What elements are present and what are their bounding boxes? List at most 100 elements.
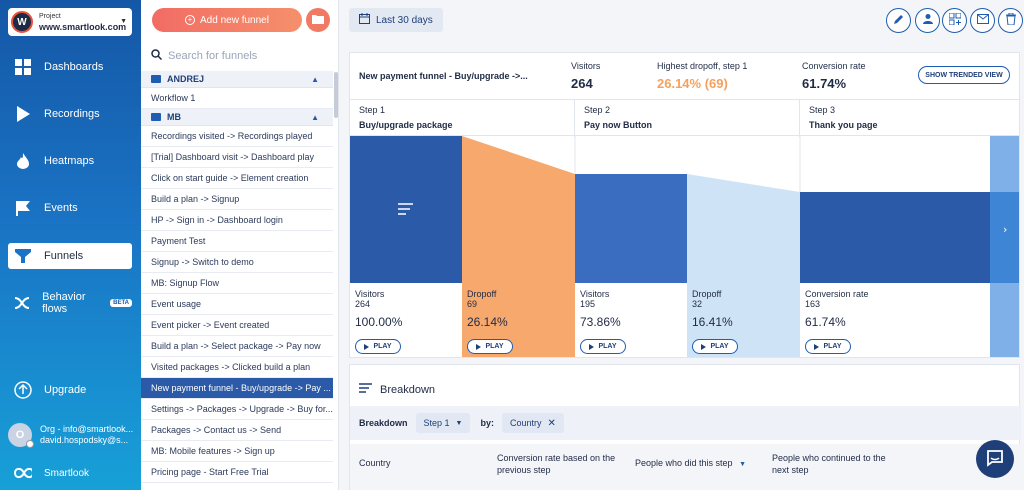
funnel-list-item[interactable]: Workflow 1 (141, 88, 333, 109)
visitors-stat: Visitors 264 (571, 61, 600, 91)
steps-header: Step 1 Buy/upgrade package Step 2 Pay no… (350, 99, 1019, 137)
metric-percent: 61.74% (805, 315, 846, 329)
step-select[interactable]: Step 1 ▼ (415, 413, 471, 433)
avatar: O (8, 423, 34, 448)
metric-block: Conversion rate 163 61.74% PLAY (800, 283, 990, 357)
close-icon[interactable]: ✕ (547, 417, 556, 429)
funnel-list-item[interactable]: Click on start guide -> Element creation (141, 168, 333, 189)
folder-andrej[interactable]: ANDREJ ▲ (141, 71, 333, 88)
flame-icon (14, 152, 32, 170)
funnel-list-item[interactable]: MB: Mobile features -> Sign up (141, 441, 333, 462)
funnel-list-item[interactable]: Event usage (141, 294, 333, 315)
add-funnel-label: Add new funnel (200, 14, 269, 26)
play-icon (701, 343, 707, 350)
step-3-conversion-bar (800, 192, 990, 283)
metric-label: Dropoff (467, 289, 497, 299)
metric-label: Conversion rate (805, 289, 869, 299)
nav-item-label: Recordings (44, 108, 100, 120)
grid-icon (14, 58, 32, 76)
org-name: Org - info@smartlook... (40, 424, 134, 434)
metric-count: 264 (355, 299, 371, 309)
chat-button[interactable] (976, 440, 1014, 478)
step-2-header: Step 2 Pay now Button (575, 100, 800, 137)
play-icon (364, 343, 370, 350)
funnel-list-item[interactable]: Recordings visited -> Recordings played (141, 126, 333, 147)
account-menu[interactable]: O Org - info@smartlook... david.hospodsk… (8, 423, 138, 448)
metric-label: Visitors (580, 289, 610, 299)
funnel-list-item[interactable]: Build a plan -> Signup (141, 189, 333, 210)
brand-name: Smartlook (44, 467, 90, 479)
nav-item-behavior-flows[interactable]: Behavior flows BETA (8, 290, 132, 316)
nav-item-recordings[interactable]: Recordings (8, 101, 132, 127)
funnel-list-item[interactable]: Payment Test (141, 231, 333, 252)
nav-item-events[interactable]: Events (8, 195, 132, 221)
play-button[interactable]: PLAY (580, 339, 626, 354)
play-label: PLAY (710, 343, 729, 350)
edit-funnel-button[interactable] (886, 8, 911, 33)
delete-funnel-button[interactable] (998, 8, 1023, 33)
metric-block: Visitors 195 73.86% PLAY (575, 283, 687, 357)
breakdown-filters: Breakdown Step 1 ▼ by: Country ✕ (350, 406, 1021, 440)
chevron-right-icon: › (1003, 223, 1007, 236)
folder-mb[interactable]: MB ▲ (141, 109, 333, 126)
email-report-button[interactable] (970, 8, 995, 33)
funnel-list-item[interactable]: MB: Signup Flow (141, 273, 333, 294)
play-button[interactable]: PLAY (355, 339, 401, 354)
funnel-list-item[interactable]: HP -> Sign in -> Dashboard login (141, 210, 333, 231)
dropoff-label: Highest dropoff, step 1 (657, 61, 748, 71)
upgrade-button[interactable]: Upgrade (8, 377, 132, 403)
funnel-list-item[interactable]: Visited packages -> Clicked build a plan (141, 357, 333, 378)
funnel-list-item[interactable]: Packages -> Contact us -> Send (141, 420, 333, 441)
beta-badge: BETA (110, 299, 132, 307)
share-user-button[interactable] (915, 8, 940, 33)
add-folder-button[interactable] (306, 8, 330, 32)
project-selector[interactable]: W Project www.smartlook.com ▼ (8, 8, 132, 36)
step-name: Pay now Button (584, 120, 652, 130)
search-input[interactable]: Search for funnels (168, 50, 258, 62)
play-button[interactable]: PLAY (692, 339, 738, 354)
column-conversion-rate[interactable]: Conversion rate based on the previous st… (497, 453, 616, 475)
funnel-search[interactable]: Search for funnels (151, 49, 257, 63)
metric-count: 32 (692, 299, 703, 309)
nav-item-label: Funnels (44, 250, 84, 262)
nav-item-dashboards[interactable]: Dashboards (8, 54, 132, 80)
nav-item-label: Dashboards (44, 61, 104, 73)
dimension-chip[interactable]: Country ✕ (501, 413, 564, 433)
breakdown-section: Breakdown Breakdown Step 1 ▼ by: Country… (349, 364, 1021, 490)
breakdown-label: Breakdown (359, 418, 408, 428)
funnel-list-item[interactable]: Build a plan -> Select package -> Pay no… (141, 336, 333, 357)
funnel-list-item[interactable]: Signup -> Switch to demo (141, 252, 333, 273)
chevron-down-icon: ▼ (455, 419, 463, 427)
funnel-list-item[interactable]: Event picker -> Event created (141, 315, 333, 336)
nav-item-heatmaps[interactable]: Heatmaps (8, 148, 132, 174)
infinity-logo-icon (14, 464, 32, 482)
chevron-up-icon[interactable]: ▲ (311, 112, 319, 122)
play-icon (14, 105, 32, 123)
funnel-list-item[interactable]: Settings -> Packages -> Upgrade -> Buy f… (141, 399, 333, 420)
funnel-list-item[interactable]: New payment funnel - Buy/upgrade -> Pay … (141, 378, 333, 399)
arrow-up-icon (14, 381, 32, 399)
show-trended-view-button[interactable]: SHOW TRENDED VIEW (918, 66, 1010, 84)
by-label: by: (480, 418, 494, 428)
nav-item-funnels[interactable]: Funnels (8, 243, 132, 269)
column-people-continued[interactable]: People who continued to the next step (772, 453, 886, 475)
funnel-list-item[interactable]: Pricing page - Start Free Trial (141, 462, 333, 483)
step-number: Step 3 (809, 105, 836, 115)
next-panel-strip-bottom (990, 283, 1019, 357)
date-range-picker[interactable]: Last 30 days (349, 8, 443, 32)
funnel-list-item[interactable]: [Trial] Dashboard visit -> Dashboard pla… (141, 147, 333, 168)
column-people-did-step[interactable]: People who did this step ▼ (635, 457, 746, 471)
list-icon (359, 383, 372, 396)
funnel-title: New payment funnel - Buy/upgrade ->... (359, 71, 528, 81)
folder-icon (151, 113, 161, 121)
breakdown-title-text: Breakdown (380, 383, 436, 396)
play-button[interactable]: PLAY (805, 339, 851, 354)
folder-label: MB (167, 112, 181, 122)
scrollbar[interactable] (334, 72, 338, 118)
play-button[interactable]: PLAY (467, 339, 513, 354)
nav-item-label: Heatmaps (44, 155, 95, 167)
add-to-dashboard-button[interactable] (942, 8, 967, 33)
chevron-up-icon[interactable]: ▲ (311, 74, 319, 84)
column-country[interactable]: Country (359, 458, 391, 468)
add-funnel-button[interactable]: + Add new funnel (152, 8, 302, 32)
